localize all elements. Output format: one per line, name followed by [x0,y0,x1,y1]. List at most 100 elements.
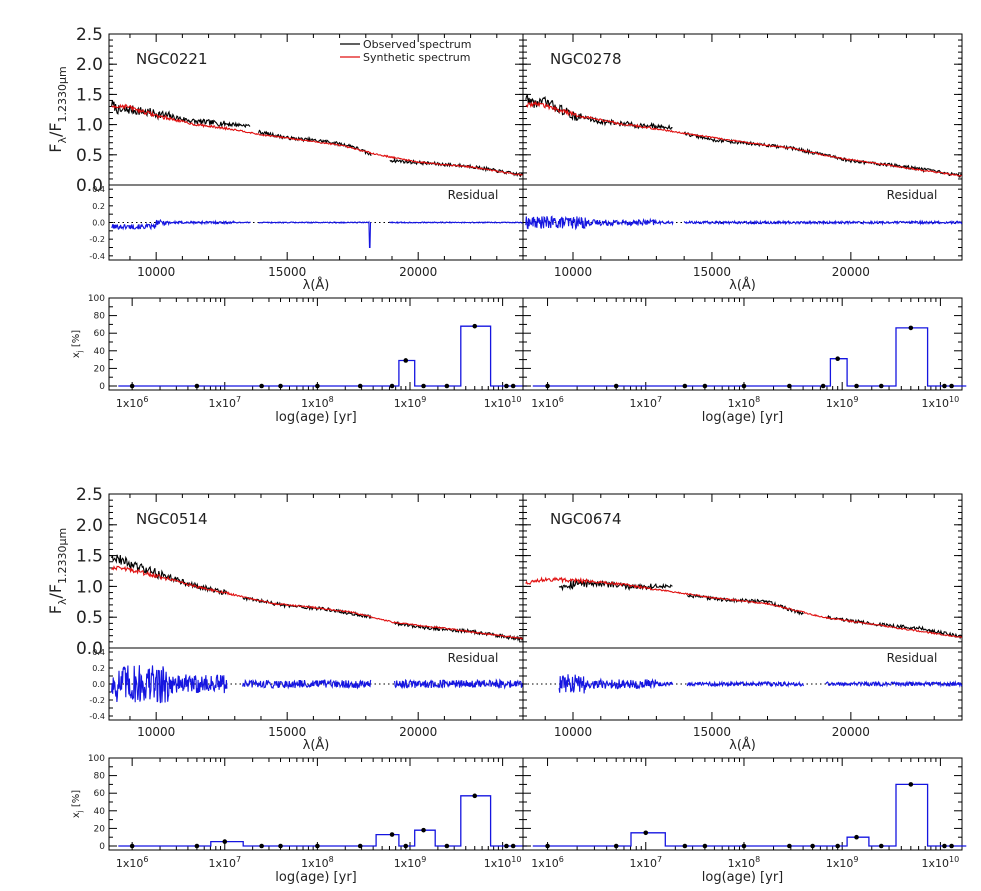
population-point [787,383,792,389]
population-point [854,383,859,389]
age-tick-label: 1x107 [208,395,241,410]
population-point [259,383,264,389]
population-point [613,843,619,849]
spectrum-y-tick-label: 0.5 [76,146,103,166]
residual-y-tick-label: 0.4 [92,648,105,657]
galaxy-label: NGC0278 [550,50,622,68]
age-tick-label: 1x106 [531,395,564,410]
wavelength-axis-label: λ(Å) [729,737,756,753]
residual-y-tick-label: -0.4 [89,252,105,261]
wave-tick-label: 15000 [693,265,731,279]
population-y-tick-label: 80 [94,312,106,322]
age-axis-label: log(age) [yr] [275,870,357,885]
wave-tick-label: 15000 [693,725,731,739]
population-point [259,843,264,849]
population-y-axis-label: xj [%] [71,790,84,818]
population-point [357,383,363,389]
population-y-tick-label: 100 [88,754,105,764]
wave-tick-label: 20000 [399,725,437,739]
wave-tick-label: 20000 [832,265,870,279]
wave-tick-label: 10000 [554,265,592,279]
observed-spectrum-line [111,100,523,178]
population-point [129,843,135,849]
population-y-tick-label: 80 [94,772,106,782]
population-point [278,383,283,389]
age-axis-label: log(age) [yr] [702,870,784,885]
population-y-tick-label: 0 [99,382,105,392]
population-point [545,383,550,389]
population-point [835,843,840,849]
wave-tick-label: 20000 [399,265,437,279]
spectrum-y-tick-label: 1.0 [76,577,103,597]
population-point [787,843,792,849]
residual-line [111,665,524,704]
population-y-tick-label: 20 [94,364,106,374]
population-point [702,843,708,849]
population-point [878,383,884,389]
population-point [878,843,884,849]
population-axes-frame [522,297,963,391]
residual-y-tick-label: 0.0 [92,219,105,228]
spectrum-y-tick-label: 1.5 [76,547,103,567]
population-point [389,832,395,837]
population-point [942,383,947,389]
panel-ngc0674: 10000 15000 20000 NGC0674 Residual λ(Å) 1x106 1… [522,493,967,885]
spectrum-y-tick-label: 2.5 [76,25,103,45]
legend-synthetic-label: Synthetic spectrum [363,51,470,64]
residual-line [111,218,524,249]
wave-tick-label: 10000 [554,725,592,739]
population-point [949,383,954,389]
spectrum-y-tick-label: 0.5 [76,608,103,628]
wave-tick-label: 15000 [268,725,306,739]
population-point [421,383,426,389]
population-point [510,843,516,849]
age-tick-label: 1x1010 [922,395,960,410]
galaxy-label: NGC0221 [136,50,208,68]
synthetic-spectrum-line [111,565,523,640]
population-point [403,358,409,363]
population-point [504,383,509,389]
panel-ngc0514: 0.0 0.5 1.0 1.5 2.0 2.5 10000 15000 20000 -0.4 -0.… [46,485,528,885]
residual-y-tick-label: 0.0 [92,680,105,689]
spectrum-y-tick-label: 1.5 [76,85,103,105]
legend-observed-label: Observed spectrum [363,38,471,51]
age-tick-label: 1x1010 [484,395,522,410]
spectrum-y-tick-label: 1.0 [76,116,103,136]
spectrum-y-tick-label: 2.5 [76,485,103,505]
population-y-tick-label: 40 [94,347,106,357]
population-point [194,383,200,389]
residual-line [558,674,963,694]
spectrum-axes-frame [522,493,963,721]
age-tick-label: 1x108 [301,855,334,870]
population-point [702,383,708,389]
age-tick-label: 1x109 [394,395,427,410]
age-tick-label: 1x1010 [484,855,522,870]
population-point [315,843,320,849]
residual-y-tick-label: -0.2 [89,235,105,244]
residual-line [525,215,963,231]
age-tick-label: 1x106 [116,395,149,410]
spectrum-axes-frame [522,33,963,261]
population-point [129,383,135,389]
residual-label: Residual [887,188,938,202]
population-point [908,782,914,787]
age-tick-label: 1x107 [629,855,662,870]
population-point [682,383,688,389]
age-axis-label: log(age) [yr] [702,410,784,425]
population-point [504,843,509,849]
age-tick-label: 1x109 [826,855,859,870]
population-point [820,383,826,389]
age-tick-label: 1x108 [301,395,334,410]
population-point [949,843,954,849]
population-step-line [118,325,528,387]
population-point [613,383,619,389]
wave-tick-label: 10000 [137,265,175,279]
population-point [810,843,815,849]
synthetic-spectrum-line [111,103,523,176]
spectrum-y-tick-label: 2.0 [76,55,103,75]
age-tick-label: 1x107 [208,855,241,870]
population-point [444,843,450,849]
population-y-tick-label: 20 [94,824,106,834]
population-point [194,843,200,849]
